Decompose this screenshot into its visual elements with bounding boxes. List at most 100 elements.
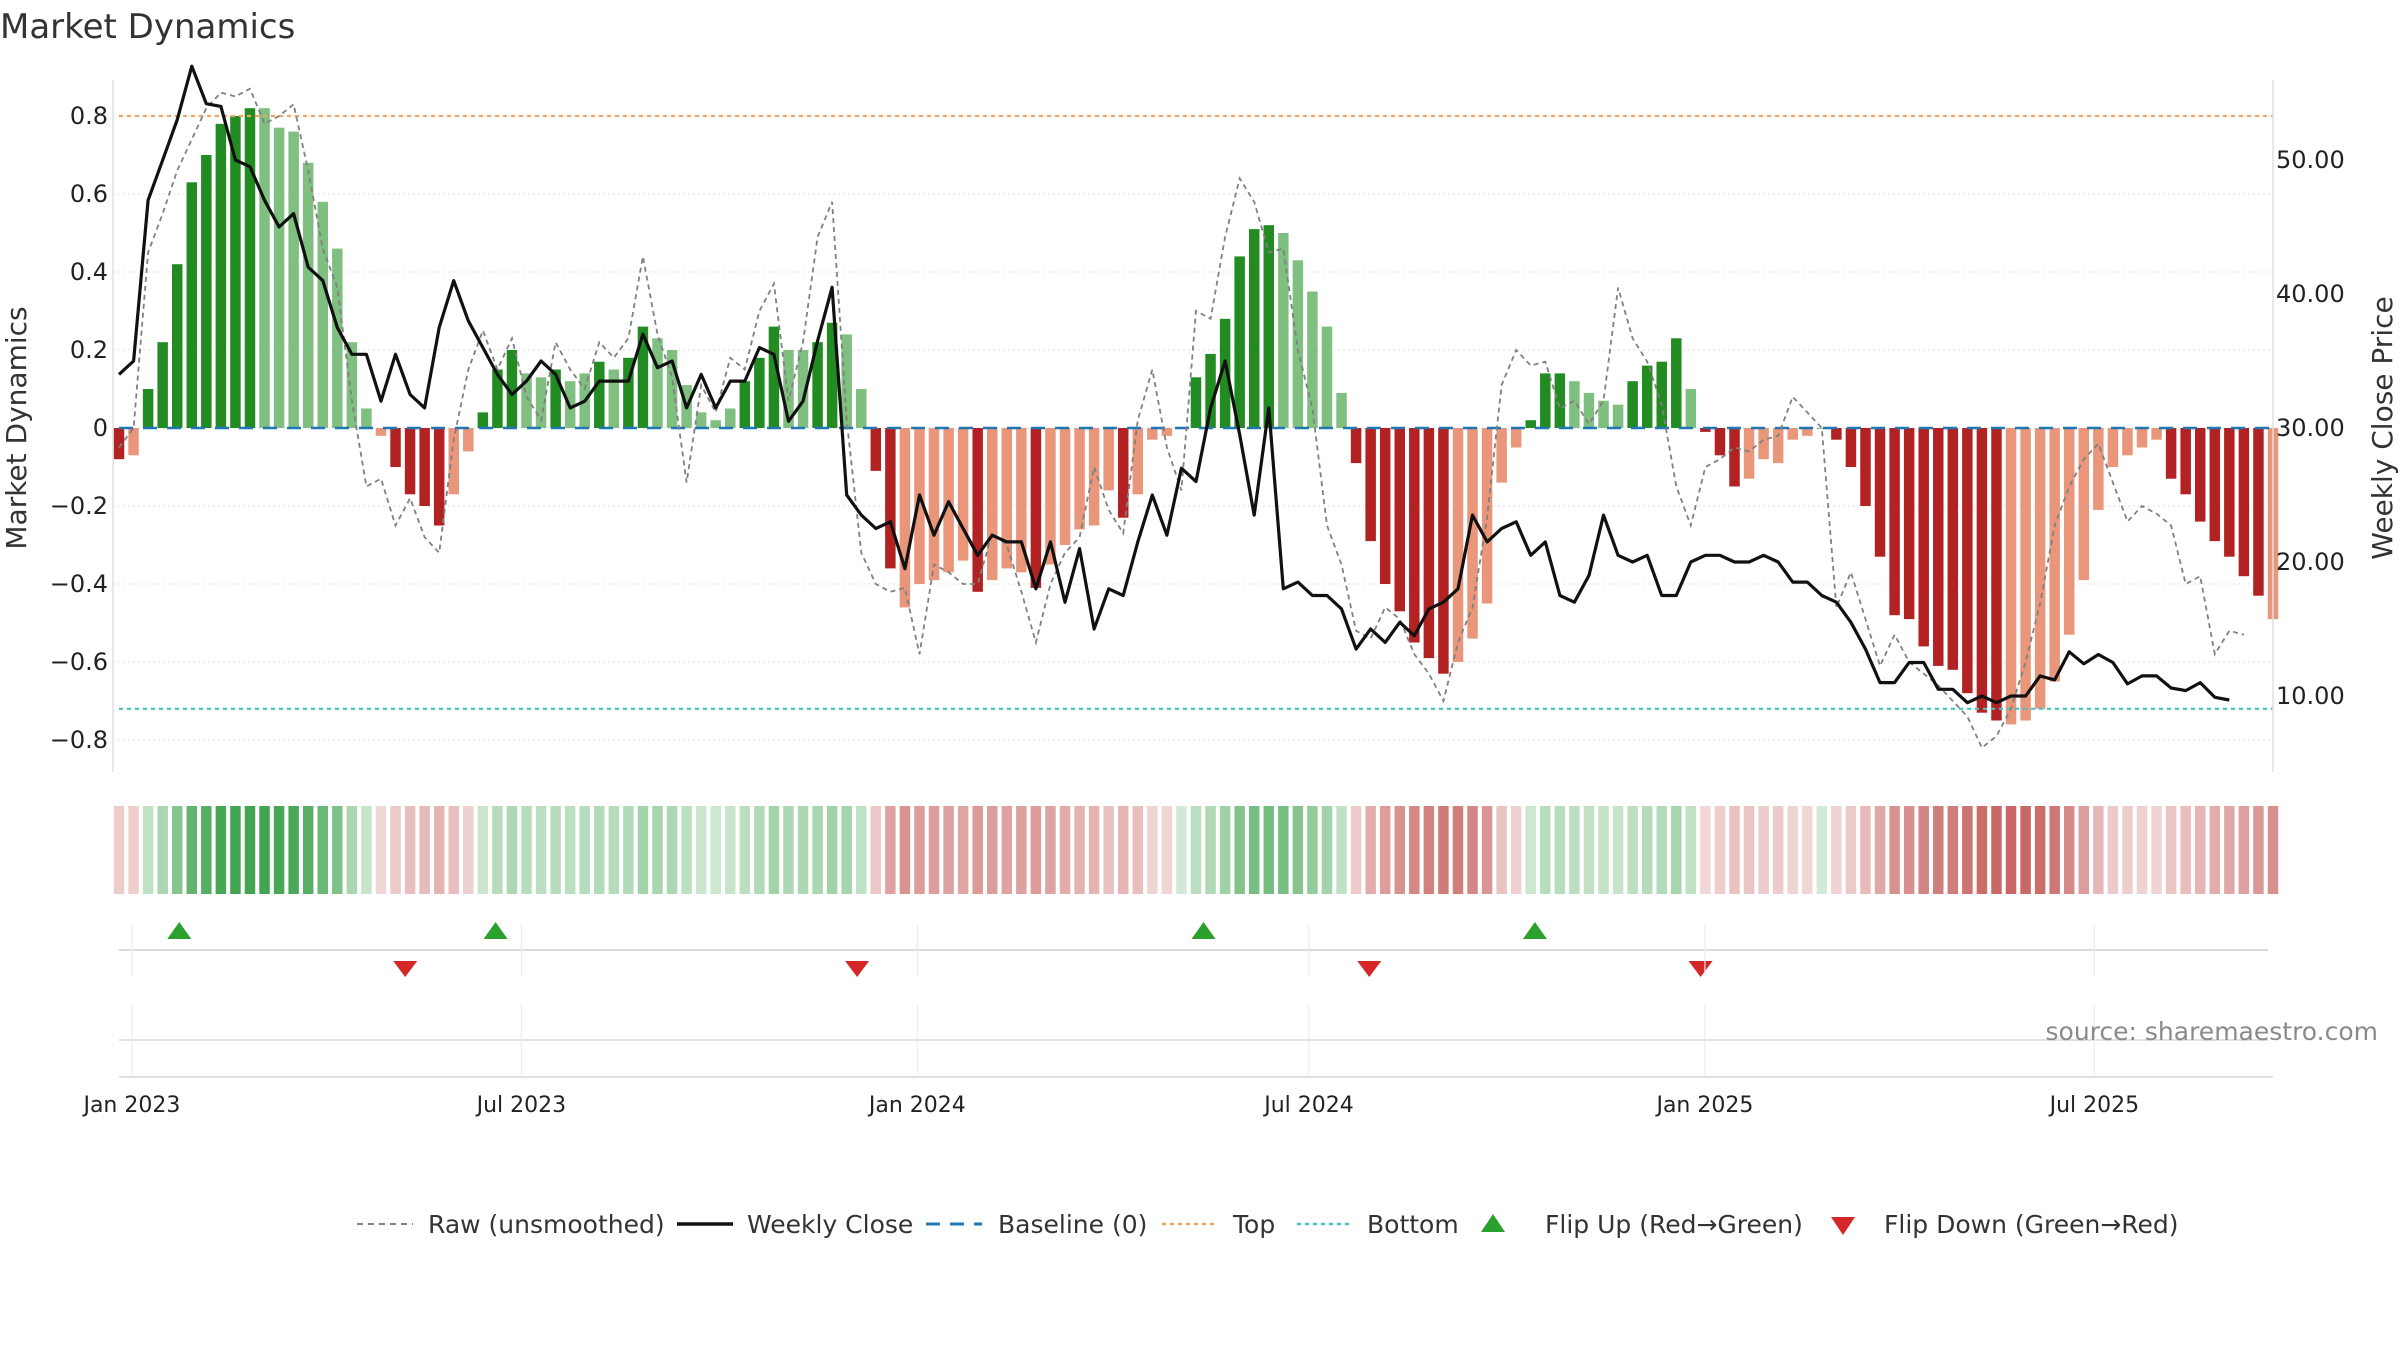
dynamics-bar (171, 264, 183, 428)
dynamics-bar (1103, 428, 1114, 491)
regime-strip-cell (1714, 806, 1726, 894)
dynamics-bar (1365, 428, 1376, 542)
left-tick-label: 0.4 (70, 258, 108, 286)
regime-strip-cell (856, 806, 867, 894)
regime-strip-cell (1321, 806, 1333, 894)
regime-strip-cell (1845, 806, 1857, 894)
dynamics-bar (1423, 428, 1435, 659)
regime-strip-cell (1831, 806, 1842, 894)
dynamics-bar (1802, 428, 1813, 436)
dynamics-bar (259, 108, 270, 428)
dynamics-bar (1583, 392, 1595, 428)
dynamics-bar (535, 377, 547, 428)
dynamics-bar (1307, 291, 1318, 428)
regime-strip-cell (1467, 806, 1478, 894)
legend-raw-label: Raw (unsmoothed) (428, 1210, 665, 1239)
dynamics-bar (113, 428, 125, 460)
regime-strip-cell (1947, 806, 1959, 894)
dynamics-bar (870, 428, 882, 471)
dynamics-bar (2151, 428, 2162, 440)
dynamics-bar (841, 334, 852, 428)
regime-strip-cell (928, 806, 940, 894)
regime-strip-cell (2151, 806, 2162, 894)
dynamics-bar (1467, 428, 1478, 639)
regime-strip-cell (171, 806, 183, 894)
dynamics-bar (1540, 373, 1551, 428)
regime-strip-cell (1860, 806, 1871, 894)
regime-strip-cell (521, 806, 532, 894)
dynamics-bar (1030, 428, 1042, 588)
regime-strip-cell (768, 806, 780, 894)
regime-strip-cell (1059, 806, 1071, 894)
regime-strip-cell (506, 806, 518, 894)
dynamics-bar (1219, 318, 1231, 428)
regime-strip-cell (1976, 806, 1988, 894)
regime-strip-cell (302, 806, 314, 894)
regime-strip-cell (244, 806, 256, 894)
regime-strip-cell (594, 806, 605, 894)
regime-strip-cell (870, 806, 882, 894)
regime-strip-cell (579, 806, 590, 894)
flip-markers-panel (119, 922, 2273, 1078)
regime-strip-cell (739, 806, 751, 894)
regime-strip-cell (448, 806, 459, 894)
dynamics-bar (404, 428, 416, 495)
regime-strip-cell (1743, 806, 1755, 894)
left-tick-label: −0.4 (50, 570, 108, 598)
dynamics-bar (2165, 428, 2177, 479)
regime-strip-cell (1889, 806, 1900, 894)
dynamics-bar (1569, 381, 1580, 428)
dynamics-bar (477, 412, 489, 428)
legend-flip-up-label: Flip Up (Red→Green) (1545, 1210, 1803, 1239)
dynamics-bar (1117, 428, 1129, 518)
dynamics-bar (987, 428, 998, 581)
regime-strip-cell (2209, 806, 2221, 894)
dynamics-bar (1671, 338, 1682, 428)
dynamics-bar (914, 428, 925, 584)
regime-strip-cell (157, 806, 168, 894)
dynamics-bar (1656, 361, 1667, 428)
regime-strip-cell (1030, 806, 1042, 894)
regime-strip-cell (987, 806, 998, 894)
regime-strip-cell (1016, 806, 1027, 894)
dynamics-bar (1933, 428, 1944, 666)
dynamics-bar (710, 420, 721, 428)
dynamics-bar (812, 342, 823, 428)
dynamics-bar (433, 428, 445, 526)
dynamics-bar (1641, 365, 1653, 428)
regime-strip-cell (1001, 806, 1013, 894)
dynamics-bar (1132, 428, 1144, 495)
regime-strip-cell (1641, 806, 1653, 894)
left-tick-label: 0.2 (70, 336, 108, 364)
dynamics-bar (142, 389, 154, 428)
flip-up-marker (483, 922, 508, 939)
dynamics-bar (666, 350, 678, 428)
regime-strip-cell (390, 806, 401, 894)
regime-strip-cell (1263, 806, 1275, 894)
dynamics-bar (1190, 377, 1202, 428)
regime-strip-cell (2049, 806, 2060, 894)
regime-strip-cell (433, 806, 445, 894)
dynamics-bar (2224, 428, 2235, 557)
regime-strip-cell (186, 806, 198, 894)
dynamics-bar (2122, 428, 2133, 456)
dynamics-bar (972, 428, 983, 592)
dynamics-bar (2093, 428, 2104, 510)
dynamics-bar (1059, 428, 1071, 545)
regime-strip-cell (812, 806, 823, 894)
dynamics-bar (361, 408, 372, 428)
legend-item-top: Top (1162, 1210, 1275, 1239)
dynamics-bar (1598, 400, 1609, 428)
regime-strip-cell (1671, 806, 1682, 894)
legend-item-baseline: Baseline (0) (926, 1210, 1147, 1239)
dynamics-bar (1787, 428, 1798, 440)
right-tick-label: 40.00 (2276, 280, 2345, 308)
legend-flip-down-label: Flip Down (Green→Red) (1884, 1210, 2179, 1239)
dynamics-bar (201, 155, 212, 428)
dynamics-bar (1074, 428, 1085, 530)
legend-item-raw: Raw (unsmoothed) (357, 1210, 665, 1239)
right-tick-label: 20.00 (2276, 548, 2345, 576)
regime-strip-cell (1147, 806, 1158, 894)
regime-strip-cell (695, 806, 707, 894)
